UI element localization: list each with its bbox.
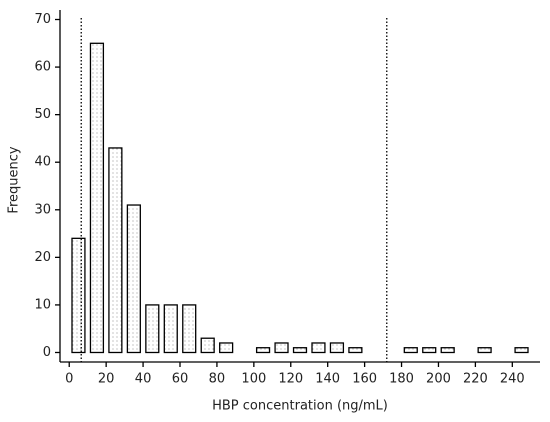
bar [163,304,178,354]
x-tick-label: 140 [315,372,340,387]
bar [126,204,141,354]
bar [440,347,455,354]
bar [182,304,197,354]
y-tick-label: 30 [34,202,51,217]
bar [108,147,123,354]
bar [422,347,437,354]
y-axis-label: Frequency [7,146,22,213]
x-tick-label: 40 [135,372,152,387]
x-tick-label: 0 [65,372,73,387]
x-tick-label: 160 [352,372,377,387]
y-tick-label: 60 [34,60,51,75]
x-tick-label: 240 [500,372,525,387]
bar [292,347,308,354]
y-tick-label: 50 [34,107,51,122]
x-tick-label: 60 [172,372,189,387]
y-tick-label: 70 [34,12,51,27]
y-tick-label: 40 [34,155,51,170]
bar [477,347,492,354]
bar [219,342,234,354]
x-tick-label: 220 [463,372,488,387]
bar [145,304,160,354]
bar [274,342,289,354]
bar [348,347,363,354]
y-tick-label: 0 [43,345,51,360]
bar [255,347,271,354]
bar [329,342,345,354]
x-tick-label: 80 [209,372,226,387]
bar [89,42,105,354]
x-axis-label: HBP concentration (ng/mL) [212,399,388,414]
x-tick-label: 200 [426,372,451,387]
bar [71,237,86,354]
x-tick-label: 100 [241,372,266,387]
x-tick-label: 20 [98,372,115,387]
bar [200,337,215,354]
bar [311,342,326,354]
bar [403,347,418,354]
x-tick-label: 120 [278,372,303,387]
bar [514,347,529,354]
x-tick-label: 180 [389,372,414,387]
y-tick-label: 20 [34,250,51,265]
y-tick-label: 10 [34,297,51,312]
